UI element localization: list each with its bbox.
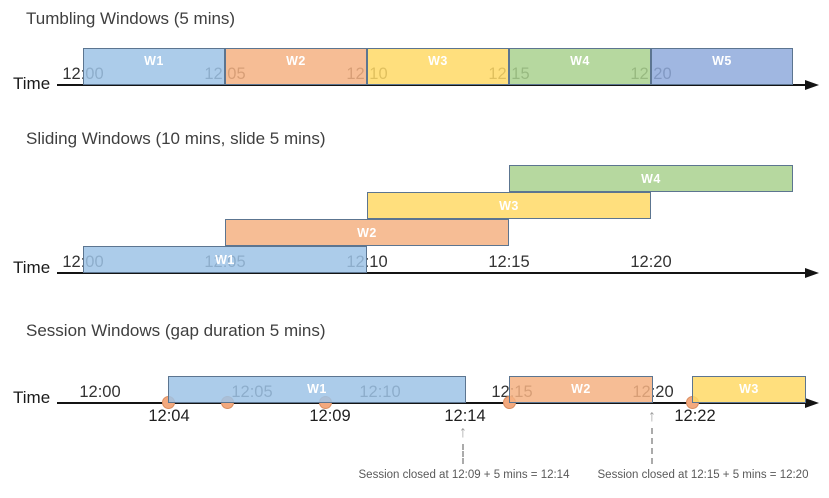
window-label: W1 xyxy=(215,252,235,267)
event-time-label: 12:22 xyxy=(674,407,716,425)
up-arrow-icon: ↑ xyxy=(648,408,656,425)
window-label: W2 xyxy=(357,225,377,240)
window-label: W3 xyxy=(428,54,448,68)
session-window-w1: W1 xyxy=(168,376,466,403)
sliding-title: Sliding Windows (10 mins, slide 5 mins) xyxy=(26,129,326,148)
session-tick: 12:00 xyxy=(79,383,121,401)
window-label: W5 xyxy=(712,54,732,68)
window-label: W1 xyxy=(307,382,327,396)
dashed-connector xyxy=(462,444,464,464)
sliding-tick: 12:20 xyxy=(630,253,672,271)
tumbling-window-w1: W1 xyxy=(83,48,225,85)
session-window-w2: W2 xyxy=(509,376,653,403)
sliding-window-w4: W4 xyxy=(509,165,793,192)
window-label: W1 xyxy=(144,54,164,68)
tumbling-window-w4: W4 xyxy=(509,48,651,85)
sliding-tick: 12:15 xyxy=(488,253,530,271)
session-window-w3: W3 xyxy=(692,376,806,403)
sliding-time-label: Time xyxy=(13,258,51,277)
window-label: W4 xyxy=(641,171,661,186)
tumbling-timeline xyxy=(57,84,806,86)
sliding-window-w2: W2 xyxy=(225,219,509,246)
session-close-annotation: Session closed at 12:09 + 5 mins = 12:14 xyxy=(358,469,570,481)
window-label: W2 xyxy=(571,382,591,396)
session-title: Session Windows (gap duration 5 mins) xyxy=(26,321,326,340)
sliding-timeline xyxy=(57,272,806,274)
session-timeline xyxy=(57,402,806,404)
session-time-label: Time xyxy=(13,388,51,407)
session-timeline-arrow-icon xyxy=(805,398,819,408)
window-label: W4 xyxy=(570,54,590,68)
tumbling-timeline-arrow-icon xyxy=(805,80,819,90)
window-label: W2 xyxy=(286,54,306,68)
dashed-connector xyxy=(651,428,653,464)
sliding-window-w3: W3 xyxy=(367,192,651,219)
tumbling-window-w5: W5 xyxy=(651,48,793,85)
up-arrow-icon: ↑ xyxy=(459,424,467,441)
tumbling-time-label: Time xyxy=(13,74,51,93)
tumbling-window-w2: W2 xyxy=(225,48,367,85)
tumbling-title: Tumbling Windows (5 mins) xyxy=(26,9,236,28)
window-label: W3 xyxy=(739,382,759,396)
session-close-annotation: Session closed at 12:15 + 5 mins = 12:20 xyxy=(597,469,809,481)
event-time-label: 12:04 xyxy=(148,407,190,425)
tumbling-window-w3: W3 xyxy=(367,48,509,85)
sliding-window-w1: W1 xyxy=(83,246,367,273)
event-time-label: 12:14 xyxy=(444,407,486,425)
sliding-timeline-arrow-icon xyxy=(805,268,819,278)
window-label: W3 xyxy=(499,198,519,213)
event-time-label: 12:09 xyxy=(309,407,351,425)
